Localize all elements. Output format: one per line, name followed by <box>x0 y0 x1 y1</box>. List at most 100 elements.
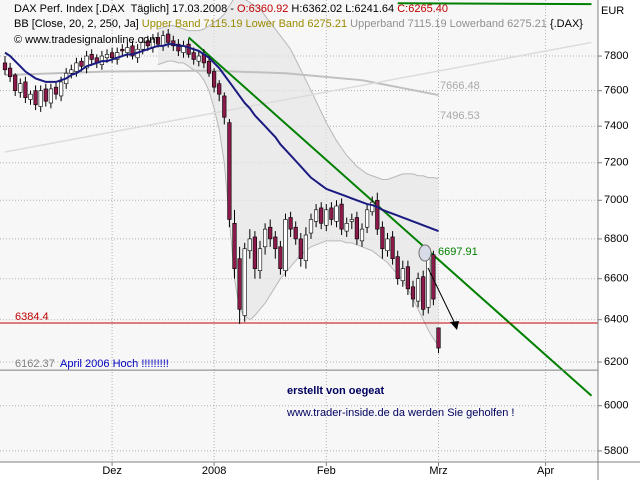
trend-line <box>397 2 592 6</box>
marker <box>418 244 432 262</box>
candle-body <box>415 278 421 302</box>
candle-body <box>390 236 395 259</box>
candle-body <box>405 266 411 290</box>
candle-body <box>293 226 298 240</box>
header-text: C:6265.40 <box>397 3 448 15</box>
line-label: 6162.37 <box>15 358 55 370</box>
candle-body <box>364 209 370 228</box>
candle-body <box>43 88 48 102</box>
candle-body <box>53 86 59 95</box>
y-tick-label: 7200 <box>604 157 628 169</box>
y-tick-label: 7600 <box>604 85 628 97</box>
trend-line <box>187 36 593 397</box>
candle-body <box>191 52 196 60</box>
y-tick-label: 7000 <box>604 194 628 206</box>
annotation: 7496.53 <box>440 110 480 122</box>
candle-body <box>324 209 329 226</box>
candle-body <box>247 238 252 252</box>
candle-body <box>186 43 191 55</box>
candle-body <box>334 205 339 222</box>
trend-line <box>4 41 592 153</box>
candle-body <box>421 276 426 310</box>
candle-body <box>436 327 441 349</box>
candle-body <box>130 45 135 57</box>
candle-body <box>33 90 38 106</box>
annotation: 6697.91 <box>438 246 478 258</box>
y-tick-label: 7400 <box>604 120 628 132</box>
arrow-head <box>450 321 459 330</box>
candle-body <box>344 223 349 232</box>
candle-body <box>217 83 222 95</box>
y-tick-label: 6600 <box>604 273 628 285</box>
candle-body <box>84 55 89 69</box>
candle-body <box>74 62 79 72</box>
candle-body <box>23 81 28 99</box>
candle-body <box>161 35 166 47</box>
candle-body <box>89 54 94 60</box>
x-tick-label: Apr <box>537 465 554 477</box>
y-tick-label: 6000 <box>604 400 628 412</box>
candle-body <box>145 40 150 47</box>
header-text: H:6362.02 L:6241.64 <box>288 3 397 15</box>
candle-body <box>212 71 217 88</box>
candle-body <box>375 199 380 230</box>
x-tick-label: 2008 <box>202 465 226 477</box>
candle-body <box>283 219 288 271</box>
candle-body <box>58 81 64 97</box>
data-layer <box>0 0 598 397</box>
candle-body <box>354 217 360 240</box>
candle-body <box>242 248 247 316</box>
candle-body <box>303 234 309 261</box>
candle-body <box>115 52 120 60</box>
annotation: EUR <box>601 5 624 17</box>
band-fill <box>158 0 439 346</box>
candle-body <box>237 258 242 310</box>
upper-band <box>157 0 439 180</box>
x-tick-label: Mrz <box>429 465 447 477</box>
candle-body <box>110 52 115 59</box>
candle-body <box>431 254 436 300</box>
candle-body <box>380 226 385 250</box>
candle-body <box>79 60 84 67</box>
candle-body <box>104 54 110 59</box>
candle-body <box>125 47 130 53</box>
annotation: erstellt von oegeat <box>287 385 385 397</box>
candle-body <box>222 95 227 118</box>
candle-body <box>155 37 161 45</box>
candle-body <box>13 74 18 91</box>
candle-body <box>319 207 324 224</box>
candle-body <box>257 248 263 271</box>
candle-body <box>349 219 354 222</box>
moving-average <box>4 43 439 233</box>
candle-body <box>69 69 74 74</box>
candle-body <box>395 256 400 280</box>
y-tick-label: 6800 <box>604 233 628 245</box>
candle-body <box>140 42 145 50</box>
candle-body <box>288 217 293 230</box>
candle-body <box>252 236 258 269</box>
candle-body <box>120 48 125 52</box>
y-tick-label: 7800 <box>604 50 628 62</box>
header-line: © www.tradesignalonline.com <box>14 34 158 46</box>
candle-body <box>298 238 303 259</box>
candle-body <box>166 33 171 43</box>
candle-body <box>339 203 344 230</box>
candle-body <box>426 258 431 308</box>
header-line: BB [Close, 20, 2, 250, Ja] Upper Band 71… <box>14 18 583 30</box>
header-text: {.DAX} <box>550 18 583 30</box>
candle-body <box>8 67 13 78</box>
candle-body <box>359 228 365 242</box>
candle-body <box>48 88 53 104</box>
candle-body <box>176 43 181 52</box>
candle-body <box>313 209 319 222</box>
candle-body <box>273 236 278 250</box>
y-tick-label: 5800 <box>604 445 628 457</box>
candle-body <box>329 207 334 220</box>
candle-body <box>196 55 201 62</box>
candle-body <box>308 219 314 234</box>
candle-body <box>18 83 23 93</box>
candle-body <box>232 223 237 269</box>
candle-body <box>2 62 8 71</box>
candle-body <box>385 238 390 252</box>
